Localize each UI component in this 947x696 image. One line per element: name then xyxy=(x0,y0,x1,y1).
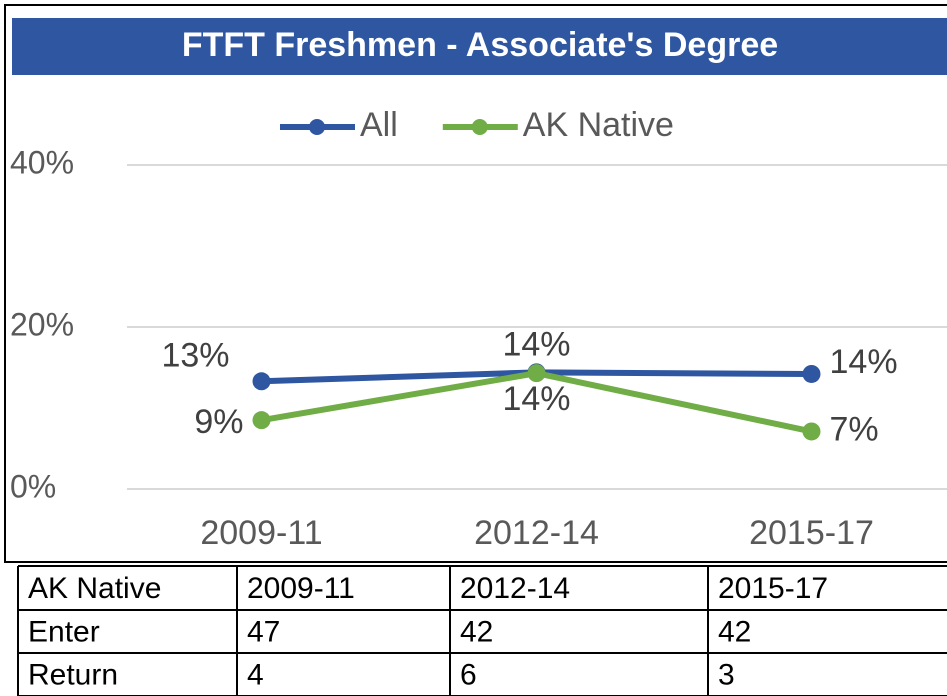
data-label: 7% xyxy=(830,410,879,448)
table-cell: Enter xyxy=(28,615,100,648)
x-tick-label: 2009-11 xyxy=(200,514,322,552)
point xyxy=(527,364,546,383)
table-cell: 2015-17 xyxy=(718,572,828,605)
x-tick-label: 2015-17 xyxy=(749,514,874,552)
data-label: 14% xyxy=(502,325,570,363)
table-cell: AK Native xyxy=(28,572,161,605)
point xyxy=(252,411,271,430)
data-label: 9% xyxy=(194,403,243,441)
chart-frame xyxy=(4,4,947,563)
data-label: 14% xyxy=(830,343,898,381)
legend-marker xyxy=(309,119,325,135)
legend-label: AK Native xyxy=(523,106,674,144)
table-cell: 3 xyxy=(718,658,735,691)
table-cell: 6 xyxy=(460,658,477,691)
legend-marker xyxy=(471,119,488,135)
legend-label: All xyxy=(360,106,398,144)
table-cell: 2012-14 xyxy=(460,572,570,605)
table-cell: Return xyxy=(28,658,118,691)
x-tick-label: 2012-14 xyxy=(474,514,599,552)
point xyxy=(802,422,821,441)
point xyxy=(802,364,821,383)
point xyxy=(252,372,271,391)
table-cell: 47 xyxy=(247,615,280,648)
y-tick-label: 20% xyxy=(10,306,74,342)
chart-title: FTFT Freshmen - Associate's Degree xyxy=(182,26,778,64)
data-label: 13% xyxy=(161,336,229,374)
y-tick-label: 0% xyxy=(10,468,56,504)
data-label: 14% xyxy=(502,380,570,418)
table-cell: 4 xyxy=(247,658,264,691)
table-cell: 2009-11 xyxy=(247,572,355,605)
table-cell: 42 xyxy=(718,615,751,648)
title-bar xyxy=(12,18,947,75)
y-tick-label: 40% xyxy=(10,144,74,180)
table-cell: 42 xyxy=(460,615,493,648)
